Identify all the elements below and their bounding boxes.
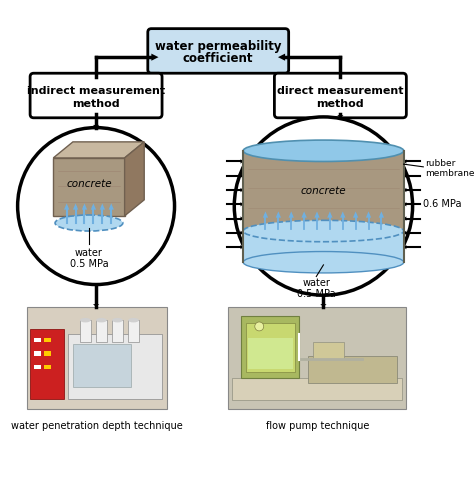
Polygon shape (240, 202, 243, 206)
Polygon shape (151, 54, 158, 61)
Bar (34, 338, 41, 342)
Polygon shape (276, 211, 281, 217)
Polygon shape (340, 211, 346, 217)
Ellipse shape (55, 215, 123, 231)
Polygon shape (240, 159, 243, 164)
Bar (228, 307, 406, 410)
Polygon shape (125, 142, 144, 216)
Bar (247, 338, 293, 369)
Polygon shape (240, 230, 243, 235)
Polygon shape (240, 173, 243, 178)
FancyBboxPatch shape (30, 73, 162, 118)
Polygon shape (82, 204, 87, 210)
Text: water penetration depth technique: water penetration depth technique (11, 421, 183, 431)
Bar (96, 320, 107, 342)
Polygon shape (93, 126, 99, 128)
Bar (45, 352, 52, 356)
Text: coefficient: coefficient (183, 53, 254, 66)
Polygon shape (404, 159, 406, 164)
Bar (45, 338, 52, 342)
Polygon shape (53, 142, 144, 158)
Text: concrete: concrete (301, 186, 346, 196)
Bar (308, 356, 397, 383)
Bar (53, 158, 125, 216)
Polygon shape (353, 211, 358, 217)
Bar (243, 151, 404, 262)
Polygon shape (289, 211, 294, 217)
Bar (112, 320, 123, 342)
Polygon shape (91, 204, 96, 210)
Polygon shape (379, 211, 384, 217)
Text: 0.6 MPa: 0.6 MPa (423, 199, 462, 209)
Polygon shape (327, 211, 333, 217)
Polygon shape (301, 211, 307, 217)
Bar (243, 231, 404, 262)
Circle shape (18, 127, 174, 285)
Ellipse shape (243, 220, 404, 242)
Circle shape (234, 117, 412, 295)
Circle shape (255, 322, 264, 331)
Polygon shape (240, 217, 243, 221)
Bar (80, 320, 91, 342)
Polygon shape (64, 204, 69, 210)
Text: direct measurement: direct measurement (277, 86, 404, 96)
Polygon shape (366, 211, 371, 217)
Polygon shape (278, 54, 285, 61)
FancyBboxPatch shape (274, 73, 406, 118)
Bar (34, 365, 41, 369)
Ellipse shape (243, 140, 404, 161)
Polygon shape (93, 125, 99, 127)
Polygon shape (240, 188, 243, 192)
Text: water: water (302, 278, 330, 288)
Polygon shape (93, 304, 99, 307)
Bar (34, 352, 41, 356)
Bar (313, 342, 344, 358)
Text: membrane: membrane (425, 170, 474, 179)
Text: water permeability: water permeability (155, 40, 282, 53)
Polygon shape (404, 230, 406, 235)
Bar (30, 329, 64, 399)
Polygon shape (404, 202, 406, 206)
Polygon shape (337, 115, 344, 118)
Text: method: method (72, 99, 120, 109)
Polygon shape (109, 204, 114, 210)
Ellipse shape (128, 318, 139, 322)
Bar (241, 316, 300, 378)
Polygon shape (240, 245, 243, 249)
FancyBboxPatch shape (148, 29, 289, 73)
Bar (73, 344, 131, 387)
Polygon shape (314, 211, 319, 217)
Polygon shape (404, 173, 406, 178)
Polygon shape (404, 245, 406, 249)
Text: 0.5 MPa: 0.5 MPa (297, 289, 336, 299)
Ellipse shape (80, 318, 91, 322)
Ellipse shape (96, 318, 107, 322)
Text: rubber: rubber (425, 159, 456, 168)
Bar (45, 365, 52, 369)
Text: 0.5 MPa: 0.5 MPa (70, 259, 108, 269)
Ellipse shape (243, 251, 404, 273)
Bar (68, 333, 162, 399)
Polygon shape (404, 188, 406, 192)
Bar (232, 378, 402, 400)
Text: concrete: concrete (66, 179, 112, 189)
Text: method: method (317, 99, 364, 109)
Text: flow pump technique: flow pump technique (265, 421, 369, 431)
Bar (27, 307, 167, 410)
Polygon shape (263, 211, 268, 217)
Bar (128, 320, 139, 342)
Text: water: water (75, 248, 103, 258)
Polygon shape (320, 304, 327, 307)
Bar (246, 323, 295, 372)
Polygon shape (73, 204, 78, 210)
Ellipse shape (112, 318, 123, 322)
Polygon shape (404, 217, 406, 221)
Text: indirect measurement: indirect measurement (27, 86, 165, 96)
Polygon shape (100, 204, 105, 210)
